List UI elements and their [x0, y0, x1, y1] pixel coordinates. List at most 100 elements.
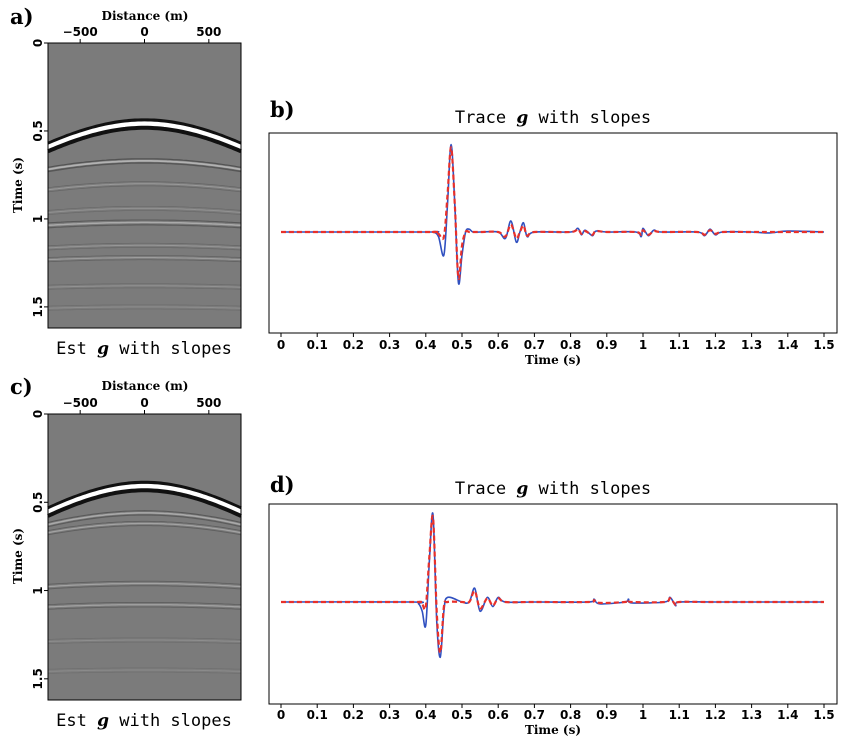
seismic-background [48, 414, 241, 700]
x-tick-label: 1.1 [669, 708, 690, 722]
event-lobe-dark [47, 520, 242, 532]
x-tick-label: 1.2 [705, 708, 726, 722]
x-tick-label: 500 [196, 396, 221, 410]
event-lobe-dark [47, 510, 242, 524]
event-lobe-dark [47, 118, 242, 146]
seismic-event [47, 219, 242, 229]
event-lobe-dark [47, 246, 242, 251]
seismic-event [47, 255, 242, 263]
event-lobe-dark [47, 219, 242, 224]
dashed-trace-line [280, 146, 824, 281]
x-tick-label: 1.1 [669, 338, 690, 352]
event-lobe-dark [47, 514, 242, 528]
panel-label-c: c) [10, 374, 33, 399]
x-tick-label: 1.5 [813, 708, 834, 722]
y-tick-label: 0 [31, 410, 45, 418]
event-lobe-dark [47, 287, 242, 290]
solid-trace-line [280, 512, 824, 659]
event-lobe-dark [47, 259, 242, 263]
seismic-panel-a: Distance (m) −500 0 500 Time (s) 00.511.5 … [11, 9, 243, 359]
x-tick-label: 0.4 [415, 708, 436, 722]
event-lobe-dark [47, 601, 242, 606]
event-lobe-dark [47, 580, 242, 585]
image-frame-a [47, 42, 242, 329]
event-peak [47, 244, 242, 249]
caption-c: Est g with slopes [56, 711, 232, 731]
event-lobe-dark [47, 181, 242, 189]
solid-trace-line [280, 143, 825, 285]
seismic-panel-c: Distance (m) −500 0 500 Time (s) 00.511.5 … [11, 379, 243, 731]
caption-a: Est g with slopes [56, 339, 232, 359]
seismic-event [46, 480, 243, 518]
event-lobe-dark [47, 125, 242, 154]
seismic-event [47, 580, 242, 590]
event-peak [47, 160, 242, 171]
event-lobe-dark [47, 162, 242, 173]
x-tick-label: 1 [639, 708, 647, 722]
event-peak [47, 221, 242, 227]
seismic-event [47, 520, 242, 536]
event-lobe-dark [47, 158, 242, 168]
x-tick-label: 1.3 [741, 338, 762, 352]
event-lobe-dark [47, 606, 242, 610]
x-tick-label: 0.5 [451, 708, 472, 722]
x-tick-label: 1.3 [741, 708, 762, 722]
seismic-event [47, 242, 242, 251]
seismic-background [48, 43, 241, 328]
event-peak [47, 669, 242, 672]
seismic-event [47, 637, 242, 644]
event-lobe-dark [47, 525, 242, 536]
seismic-event [47, 283, 242, 290]
x-tick-label: 0.3 [379, 708, 400, 722]
y-tick-label: 0.5 [31, 120, 45, 141]
x-tick-label: 0.6 [488, 708, 509, 722]
seismic-event [47, 205, 242, 215]
x-axis-title-c: Distance (m) [102, 379, 189, 393]
x-tick-label: 0.7 [524, 338, 545, 352]
event-peak [47, 604, 242, 608]
y-tick-label: 1 [31, 215, 45, 223]
y-tick-label: 1 [31, 586, 45, 594]
plot-frame-d [268, 503, 838, 705]
x-tick-label: 0 [140, 25, 148, 39]
plot-frame-b [268, 132, 838, 334]
event-lobe-dark [47, 185, 242, 193]
event-peak [47, 522, 242, 534]
event-lobe-dark [47, 205, 242, 211]
seismic-event [47, 601, 242, 610]
x-tick-label: 1.4 [777, 338, 798, 352]
x-axis-title-b: Time (s) [525, 353, 581, 367]
event-peak [47, 306, 242, 309]
x-tick-label: 0 [277, 338, 285, 352]
event-peak [47, 639, 242, 642]
y-axis-title-c: Time (s) [11, 528, 25, 584]
chart-title-d: Trace g with slopes [455, 479, 651, 499]
x-tick-label: 0.5 [451, 338, 472, 352]
event-lobe-dark [47, 308, 242, 311]
panel-label-d: d) [270, 472, 295, 497]
event-lobe-dark [47, 255, 242, 258]
seismic-event [47, 181, 242, 193]
y-axis-title-a: Time (s) [11, 157, 25, 213]
x-tick-label: 0.8 [560, 708, 581, 722]
x-tick-label: 0 [140, 396, 148, 410]
event-peak [47, 183, 242, 191]
trace-panel-b: Trace g with slopes 0 0.1 0.2 0.3 0.4 0.5 0.6 0… [268, 108, 838, 367]
y-tick-label: 0.5 [31, 492, 45, 513]
x-tick-label: 1 [639, 338, 647, 352]
x-tick-label: 0.6 [488, 338, 509, 352]
event-lobe-dark [47, 585, 242, 590]
event-peak [47, 207, 242, 213]
seismic-event [47, 510, 242, 528]
event-lobe-dark [47, 671, 242, 674]
event-peak [47, 285, 242, 288]
x-tick-label: 0.1 [307, 338, 328, 352]
x-tick-label: 0.2 [343, 708, 364, 722]
x-tick-label: 500 [196, 25, 221, 39]
event-lobe-dark [47, 637, 242, 640]
event-peak [46, 483, 243, 515]
event-peak [47, 257, 242, 261]
x-tick-label: 1.2 [705, 338, 726, 352]
seismic-event [47, 304, 242, 311]
